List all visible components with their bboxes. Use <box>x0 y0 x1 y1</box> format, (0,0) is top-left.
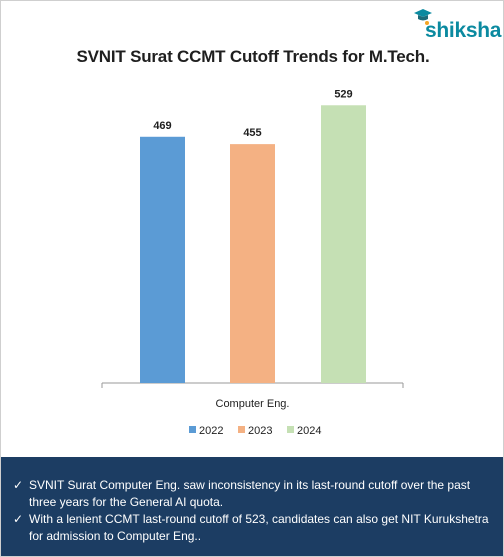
bar-2023 <box>230 144 275 383</box>
info-bullet-text: SVNIT Surat Computer Eng. saw inconsiste… <box>29 478 471 509</box>
bar-2024 <box>321 105 366 384</box>
data-label: 455 <box>243 127 261 139</box>
info-bullet: ✓ With a lenient CCMT last-round cutoff … <box>13 511 493 545</box>
bar-2022 <box>140 136 185 383</box>
info-bullet-text: With a lenient CCMT last-round cutoff of… <box>29 512 489 543</box>
legend-label: 2023 <box>248 425 272 437</box>
legend-label: 2024 <box>297 425 321 437</box>
legend-swatch <box>189 426 196 433</box>
info-footer: ✓ SVNIT Surat Computer Eng. saw inconsis… <box>1 457 503 556</box>
check-icon: ✓ <box>13 512 24 526</box>
check-icon: ✓ <box>13 478 24 492</box>
legend-swatch <box>287 426 294 433</box>
category-label: Computer Eng. <box>216 398 290 410</box>
legend-label: 2022 <box>199 425 223 437</box>
shiksha-logo: shiksha <box>413 7 501 47</box>
brand-name: shiksha <box>425 19 502 42</box>
data-label: 529 <box>334 88 352 100</box>
chart-title: SVNIT Surat CCMT Cutoff Trends for M.Tec… <box>76 47 430 66</box>
graduation-cap-icon <box>414 9 432 25</box>
data-label: 469 <box>153 120 171 132</box>
legend-swatch <box>238 426 245 433</box>
info-bullet: ✓ SVNIT Surat Computer Eng. saw inconsis… <box>13 477 493 511</box>
bar-chart: 469 455 529 Computer Eng. 2022 2023 2024 <box>101 88 404 437</box>
